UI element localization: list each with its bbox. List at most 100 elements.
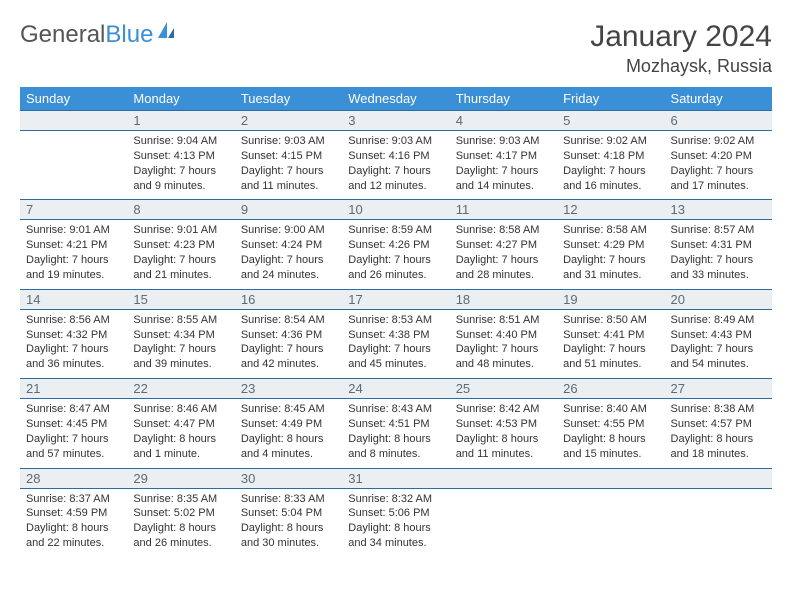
sunset-line: Sunset: 5:02 PM [133,506,228,521]
day-number: 3 [342,110,449,131]
sunset-line: Sunset: 4:13 PM [133,149,228,164]
sunrise-line: Sunrise: 8:49 AM [671,313,766,328]
sunrise-line: Sunrise: 8:56 AM [26,313,121,328]
day-body: Sunrise: 8:53 AMSunset: 4:38 PMDaylight:… [342,310,449,378]
daylight-line: and 24 minutes. [241,268,336,283]
sunset-line: Sunset: 5:06 PM [348,506,443,521]
sunrise-line: Sunrise: 8:37 AM [26,492,121,507]
sunset-line: Sunset: 4:23 PM [133,238,228,253]
sunrise-line: Sunrise: 8:54 AM [241,313,336,328]
day-number: 11 [450,199,557,220]
sunrise-line: Sunrise: 8:43 AM [348,402,443,417]
daylight-line: Daylight: 7 hours [563,253,658,268]
daylight-line: and 51 minutes. [563,357,658,372]
daylight-line: Daylight: 7 hours [456,253,551,268]
daylight-line: and 19 minutes. [26,268,121,283]
day-body: Sunrise: 8:35 AMSunset: 5:02 PMDaylight:… [127,489,234,557]
day-number: 19 [557,289,664,310]
daylight-line: Daylight: 7 hours [348,253,443,268]
calendar-cell: 5Sunrise: 9:02 AMSunset: 4:18 PMDaylight… [557,110,664,199]
calendar-cell: 21Sunrise: 8:47 AMSunset: 4:45 PMDayligh… [20,378,127,467]
sunrise-line: Sunrise: 8:53 AM [348,313,443,328]
day-body: Sunrise: 8:46 AMSunset: 4:47 PMDaylight:… [127,399,234,467]
day-body: Sunrise: 8:51 AMSunset: 4:40 PMDaylight:… [450,310,557,378]
day-number: 16 [235,289,342,310]
daylight-line: Daylight: 7 hours [348,164,443,179]
day-body: Sunrise: 8:58 AMSunset: 4:27 PMDaylight:… [450,220,557,288]
daylight-line: Daylight: 8 hours [456,432,551,447]
weekday-header: Sunday [20,87,127,110]
sunset-line: Sunset: 4:51 PM [348,417,443,432]
day-body: Sunrise: 8:58 AMSunset: 4:29 PMDaylight:… [557,220,664,288]
calendar-cell [665,468,772,557]
day-number: 18 [450,289,557,310]
month-title: January 2024 [590,20,772,54]
sunrise-line: Sunrise: 8:32 AM [348,492,443,507]
sunrise-line: Sunrise: 8:51 AM [456,313,551,328]
sunrise-line: Sunrise: 8:57 AM [671,223,766,238]
daylight-line: and 16 minutes. [563,179,658,194]
sunrise-line: Sunrise: 9:03 AM [348,134,443,149]
day-body: Sunrise: 9:00 AMSunset: 4:24 PMDaylight:… [235,220,342,288]
calendar-cell: 4Sunrise: 9:03 AMSunset: 4:17 PMDaylight… [450,110,557,199]
day-number-empty [20,110,127,131]
day-number: 23 [235,378,342,399]
calendar-cell: 23Sunrise: 8:45 AMSunset: 4:49 PMDayligh… [235,378,342,467]
daylight-line: and 26 minutes. [133,536,228,551]
day-number: 30 [235,468,342,489]
daylight-line: and 42 minutes. [241,357,336,372]
calendar-cell [450,468,557,557]
day-number: 15 [127,289,234,310]
daylight-line: and 14 minutes. [456,179,551,194]
day-number-empty [557,468,664,489]
sunset-line: Sunset: 4:34 PM [133,328,228,343]
daylight-line: and 22 minutes. [26,536,121,551]
weekday-header: Tuesday [235,87,342,110]
sunrise-line: Sunrise: 9:03 AM [241,134,336,149]
weekday-header: Friday [557,87,664,110]
daylight-line: and 30 minutes. [241,536,336,551]
day-number: 20 [665,289,772,310]
day-number: 28 [20,468,127,489]
day-body: Sunrise: 8:59 AMSunset: 4:26 PMDaylight:… [342,220,449,288]
daylight-line: and 1 minute. [133,447,228,462]
calendar-cell: 18Sunrise: 8:51 AMSunset: 4:40 PMDayligh… [450,289,557,378]
daylight-line: and 33 minutes. [671,268,766,283]
sunset-line: Sunset: 4:27 PM [456,238,551,253]
sunset-line: Sunset: 4:18 PM [563,149,658,164]
sunset-line: Sunset: 4:49 PM [241,417,336,432]
daylight-line: and 4 minutes. [241,447,336,462]
day-body: Sunrise: 9:03 AMSunset: 4:16 PMDaylight:… [342,131,449,199]
daylight-line: Daylight: 8 hours [348,432,443,447]
day-number: 21 [20,378,127,399]
day-body: Sunrise: 8:56 AMSunset: 4:32 PMDaylight:… [20,310,127,378]
day-body: Sunrise: 8:38 AMSunset: 4:57 PMDaylight:… [665,399,772,467]
sunset-line: Sunset: 4:21 PM [26,238,121,253]
sunset-line: Sunset: 5:04 PM [241,506,336,521]
calendar-table: SundayMondayTuesdayWednesdayThursdayFrid… [20,87,772,557]
sunrise-line: Sunrise: 8:40 AM [563,402,658,417]
logo: GeneralBlue [20,20,177,49]
calendar-cell: 8Sunrise: 9:01 AMSunset: 4:23 PMDaylight… [127,199,234,288]
day-body: Sunrise: 9:02 AMSunset: 4:20 PMDaylight:… [665,131,772,199]
calendar-cell: 10Sunrise: 8:59 AMSunset: 4:26 PMDayligh… [342,199,449,288]
sunset-line: Sunset: 4:59 PM [26,506,121,521]
daylight-line: and 21 minutes. [133,268,228,283]
calendar-cell: 15Sunrise: 8:55 AMSunset: 4:34 PMDayligh… [127,289,234,378]
daylight-line: and 11 minutes. [456,447,551,462]
sunset-line: Sunset: 4:45 PM [26,417,121,432]
day-body: Sunrise: 8:42 AMSunset: 4:53 PMDaylight:… [450,399,557,467]
daylight-line: and 18 minutes. [671,447,766,462]
logo-text-2: Blue [105,21,153,49]
calendar-cell: 1Sunrise: 9:04 AMSunset: 4:13 PMDaylight… [127,110,234,199]
weekday-header: Monday [127,87,234,110]
daylight-line: and 15 minutes. [563,447,658,462]
daylight-line: Daylight: 7 hours [671,164,766,179]
daylight-line: Daylight: 7 hours [26,342,121,357]
sunset-line: Sunset: 4:32 PM [26,328,121,343]
daylight-line: and 28 minutes. [456,268,551,283]
sunset-line: Sunset: 4:36 PM [241,328,336,343]
calendar-cell: 9Sunrise: 9:00 AMSunset: 4:24 PMDaylight… [235,199,342,288]
calendar-cell: 17Sunrise: 8:53 AMSunset: 4:38 PMDayligh… [342,289,449,378]
calendar-cell: 2Sunrise: 9:03 AMSunset: 4:15 PMDaylight… [235,110,342,199]
